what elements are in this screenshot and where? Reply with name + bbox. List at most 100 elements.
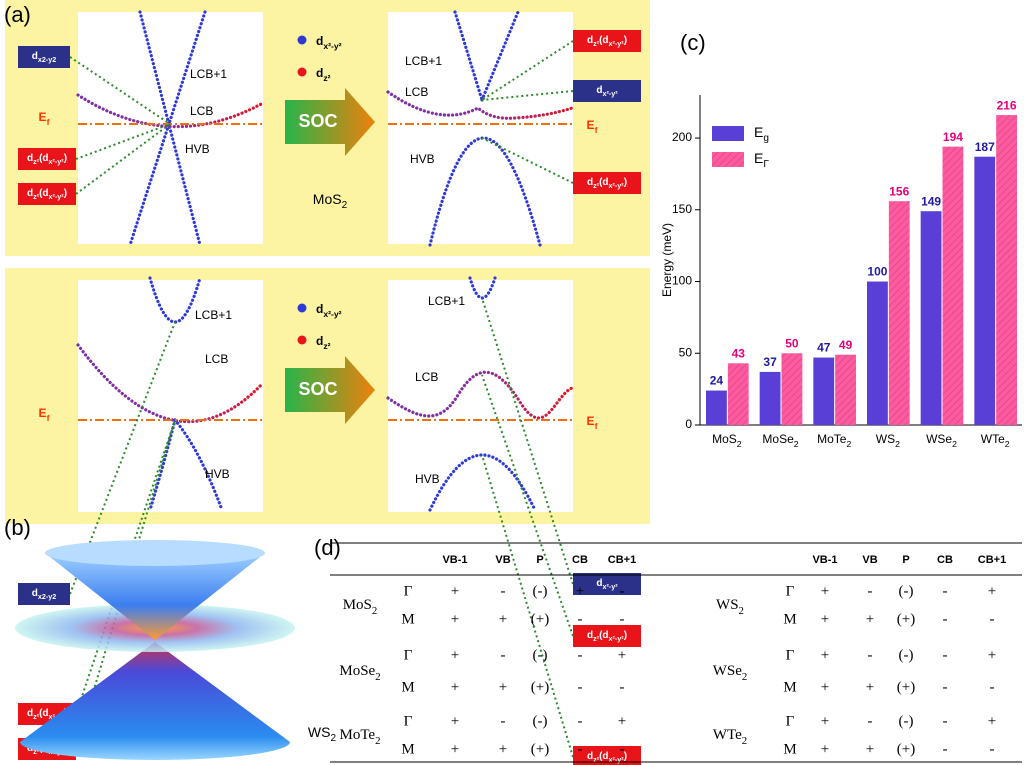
subscript: g <box>763 133 769 144</box>
parity-cell: - <box>620 679 625 695</box>
bar <box>782 353 803 425</box>
value-label: 100 <box>867 265 887 279</box>
parity-cell: + <box>821 741 829 757</box>
parity-cell: + <box>451 713 459 729</box>
band-label: LCB+1 <box>190 67 227 81</box>
subscript: f <box>47 117 50 127</box>
subscript: z² <box>323 341 330 351</box>
text-part: WS <box>876 432 895 446</box>
subscript: x2-y2 <box>38 592 56 601</box>
parity-cell: + <box>451 679 459 695</box>
value-label: 216 <box>997 98 1017 112</box>
value-label: 149 <box>921 194 941 208</box>
symmetry-point: Γ <box>404 647 413 663</box>
parity-cell: - <box>501 583 506 599</box>
text-part: MoSe <box>762 432 794 446</box>
parity-cell: + <box>821 679 829 695</box>
subscript: x²-y² <box>609 634 625 643</box>
column-header: CB+1 <box>978 554 1006 566</box>
subscript: 2 <box>330 733 336 744</box>
text-part: MoS <box>712 432 737 446</box>
text-part: E <box>587 414 595 428</box>
subscript: f <box>47 413 50 423</box>
band-diagrams: EfEfdx2-y2dz²(dx²-y²)dz²(dx²-y²)dz²(dx²-… <box>5 0 650 765</box>
value-label: 47 <box>817 341 831 355</box>
legend-swatch <box>712 152 744 167</box>
parity-cell: (-) <box>899 583 914 599</box>
parity-cell: + <box>821 647 829 663</box>
parity-table: VB-1VBPCBCB+1MoS2Γ+-(-)+-M++(+)--MoSe2Γ+… <box>330 543 1022 762</box>
x-tick-label: WTe2 <box>981 432 1010 449</box>
text-part: WS <box>716 597 739 613</box>
band-label: HVB <box>415 472 440 486</box>
value-label: 24 <box>710 374 724 388</box>
material-label: WS2 <box>716 597 744 617</box>
parity-cell: - <box>868 583 873 599</box>
subscript: x²-y² <box>49 192 65 201</box>
parity-cell: - <box>501 713 506 729</box>
value-label: 194 <box>943 130 963 144</box>
parity-cell: - <box>578 713 583 729</box>
subscript: x²-y² <box>602 89 618 98</box>
panel-label: (c) <box>680 30 706 55</box>
text-part: WTe <box>981 432 1005 446</box>
text-part: ) <box>624 177 627 188</box>
parity-cell: (-) <box>899 713 914 729</box>
parity-cell: - <box>578 611 583 627</box>
text-part: d <box>316 66 323 80</box>
column-header: CB <box>572 554 588 566</box>
subscript: 2 <box>372 605 377 617</box>
legend-dot <box>298 36 307 45</box>
legend-dot <box>298 336 307 345</box>
band-label: LCB <box>190 104 213 118</box>
parity-cell: - <box>620 741 625 757</box>
symmetry-point: M <box>401 741 414 757</box>
text-part: MoTe <box>817 432 847 446</box>
y-axis-label: Energy (meV) <box>660 223 674 297</box>
y-tick-label: 150 <box>672 202 692 216</box>
symmetry-point: M <box>783 679 796 695</box>
text-part: (d <box>599 35 608 46</box>
parity-cell: + <box>499 611 507 627</box>
upper-cone-rim <box>45 540 265 566</box>
symmetry-point: M <box>401 679 414 695</box>
text-part: (d <box>599 630 608 641</box>
band-label: HVB <box>410 152 435 166</box>
subscript: 2 <box>342 200 348 211</box>
parity-cell: - <box>578 741 583 757</box>
text-part: (d <box>599 751 608 762</box>
parity-cell: + <box>821 583 829 599</box>
subscript: 2 <box>737 439 742 449</box>
parity-cell: + <box>821 611 829 627</box>
value-label: 156 <box>889 184 909 198</box>
y-tick-label: 50 <box>679 345 693 359</box>
subscript: 2 <box>742 671 747 683</box>
bar <box>889 201 910 425</box>
text-part: d <box>316 302 323 316</box>
material-label: WSe2 <box>713 663 748 683</box>
text-part: d <box>316 334 323 348</box>
text-part: (d <box>39 188 48 199</box>
cone-illustration <box>15 540 295 760</box>
symmetry-point: Γ <box>786 647 795 663</box>
legend-dot <box>298 304 307 313</box>
material-label: MoS2 <box>343 597 378 617</box>
text-part: WTe <box>713 727 742 743</box>
parity-cell: (+) <box>897 611 915 627</box>
parity-cell: - <box>620 611 625 627</box>
plot-area <box>78 280 263 512</box>
parity-cell: + <box>451 741 459 757</box>
bar <box>728 363 749 425</box>
text-part: MoSe <box>339 663 375 679</box>
parity-cell: + <box>866 741 874 757</box>
column-header: CB+1 <box>608 554 636 566</box>
band-label: LCB+1 <box>405 54 442 68</box>
parity-cell: (-) <box>899 647 914 663</box>
parity-cell: + <box>451 583 459 599</box>
text-part: (d <box>599 177 608 188</box>
material-label: WS2 <box>308 724 337 744</box>
subscript: z² <box>323 73 330 83</box>
parity-cell: - <box>868 647 873 663</box>
parity-cell: - <box>501 647 506 663</box>
plot-area <box>388 12 573 244</box>
